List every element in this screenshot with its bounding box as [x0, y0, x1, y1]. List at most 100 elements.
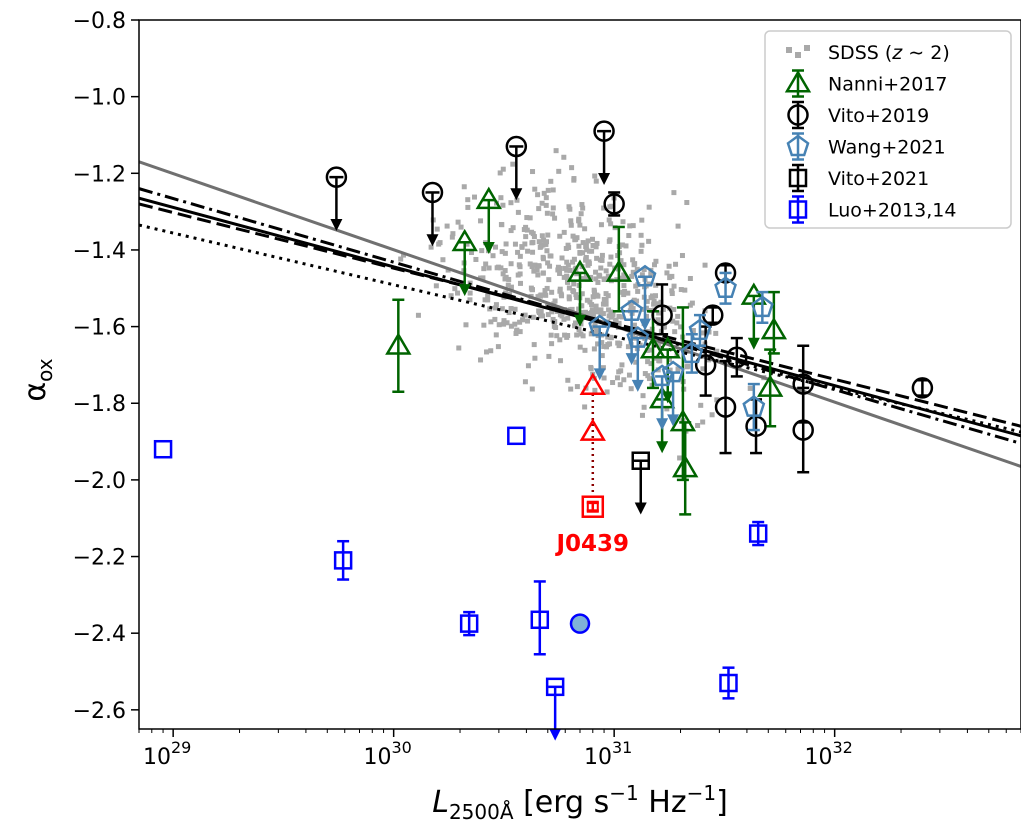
- sdss-point: [500, 166, 506, 172]
- sdss-point: [669, 291, 675, 297]
- sdss-point: [514, 327, 520, 333]
- sdss-point: [543, 241, 549, 247]
- sdss-point: [510, 161, 516, 167]
- sdss-point: [601, 277, 607, 283]
- sdss-point: [549, 309, 555, 315]
- sdss-point: [631, 262, 637, 268]
- sdss-point: [607, 334, 613, 340]
- sdss-point: [544, 285, 550, 291]
- sdss-point: [639, 412, 645, 418]
- x-tick-base: 10: [584, 745, 612, 770]
- sdss-point: [538, 313, 544, 319]
- sdss-point: [517, 319, 523, 325]
- sdss-point: [615, 340, 621, 346]
- sdss-point: [673, 261, 679, 267]
- axis-ticks: 1029 1030 1031 1032−0.8−1.0−1.2−1.4−1.6−1.8…: [73, 9, 1021, 770]
- sdss-point: [628, 386, 634, 392]
- point-Wang+2021-8: [714, 276, 737, 299]
- sdss-point: [670, 318, 676, 324]
- sdss-point: [569, 165, 575, 171]
- series-Vito+2019: [325, 120, 934, 474]
- sdss-point: [548, 332, 554, 338]
- sdss-point: [530, 314, 536, 320]
- sdss-point: [487, 306, 493, 312]
- sdss-point: [646, 281, 652, 287]
- point-J0439-triangles-0: [579, 372, 606, 395]
- legend-label-0: SDSS (z ∼ 2): [828, 42, 950, 64]
- sdss-point: [496, 322, 502, 328]
- sdss-point: [524, 215, 530, 221]
- sdss-point: [545, 232, 551, 238]
- sdss-point: [631, 322, 637, 328]
- x-tick-base: 10: [143, 745, 171, 770]
- sdss-point: [529, 229, 535, 235]
- sdss-point: [500, 202, 506, 208]
- x-label-exp2: −1: [687, 781, 716, 805]
- point-J0439-0: [581, 495, 605, 518]
- sdss-point: [601, 343, 607, 349]
- sdss-point: [567, 267, 573, 273]
- sdss-point: [499, 249, 505, 255]
- sdss-point: [570, 259, 576, 265]
- sdss-point: [610, 380, 616, 386]
- sdss-point: [582, 347, 588, 353]
- sdss-point: [452, 286, 458, 292]
- sdss-point: [582, 226, 588, 232]
- point-Nanni+2017-4: [605, 259, 633, 282]
- sdss-point: [653, 282, 659, 288]
- point-Wang+2021-0: [588, 314, 612, 337]
- sdss-point: [625, 290, 631, 296]
- sdss-point: [504, 320, 510, 326]
- sdss-point: [639, 242, 645, 248]
- sdss-point: [590, 236, 596, 242]
- sdss-point: [594, 240, 600, 246]
- relation-black-dotted: [139, 223, 1021, 434]
- sdss-point: [455, 290, 461, 296]
- sdss-point: [464, 241, 470, 247]
- sdss-point: [547, 263, 553, 269]
- legend-label-post: ∼ 2): [902, 42, 950, 64]
- series-J0439-triangles: [579, 372, 606, 441]
- sdss-point: [675, 366, 681, 372]
- sdss-point: [545, 312, 551, 318]
- point-Luo+2013,14-6: [719, 673, 738, 693]
- sdss-point: [574, 384, 580, 390]
- sdss-point: [656, 342, 662, 348]
- sdss-point: [448, 293, 454, 299]
- sdss-point: [564, 267, 570, 273]
- sdss-point: [512, 306, 518, 312]
- sdss-point: [574, 332, 580, 338]
- sdss-point: [527, 261, 533, 267]
- point-Nanni+2017-8: [669, 408, 697, 432]
- sdss-point: [593, 303, 599, 309]
- sdss-point: [608, 309, 614, 315]
- sdss-point: [601, 296, 607, 302]
- sdss-point: [449, 234, 455, 240]
- sdss-point: [651, 298, 657, 304]
- sdss-point: [529, 386, 535, 392]
- x-tick-exp: 30: [391, 738, 411, 757]
- y-tick-label-9: −2.6: [73, 699, 126, 724]
- sdss-point: [633, 359, 639, 365]
- sdss-point: [508, 306, 514, 312]
- sdss-point: [479, 248, 485, 254]
- sdss-point: [508, 228, 514, 234]
- sdss-point: [565, 377, 571, 383]
- sdss-point: [532, 262, 538, 268]
- sdss-point: [614, 375, 620, 381]
- sdss-point: [522, 379, 528, 385]
- sdss-point: [653, 258, 659, 264]
- sdss-point: [593, 178, 599, 184]
- sdss-point: [483, 261, 489, 267]
- sdss-point: [530, 239, 536, 245]
- sdss-point: [565, 262, 571, 268]
- legend-label-italic: z: [891, 42, 903, 64]
- sdss-point: [576, 218, 582, 224]
- sdss-point: [569, 306, 575, 312]
- sdss-point: [671, 190, 677, 196]
- point-Luo+2013,14-7: [748, 524, 768, 543]
- sdss-point: [641, 404, 647, 410]
- sdss-point: [616, 343, 622, 349]
- sdss-point: [568, 218, 574, 224]
- point-Luo+2013,14-1: [333, 551, 353, 570]
